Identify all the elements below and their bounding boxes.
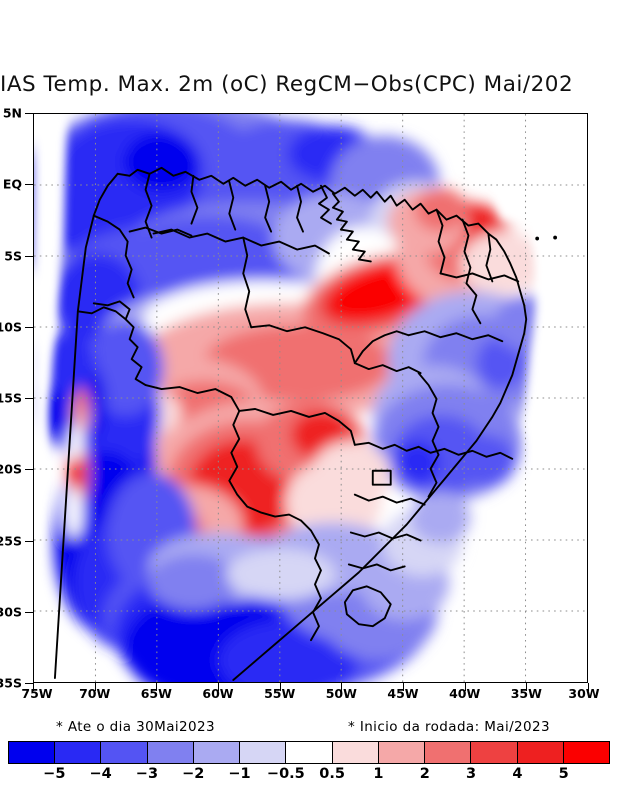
y-axis-label: 30S [0, 604, 22, 620]
x-axis-label: 30W [568, 686, 600, 701]
temperature-anomaly-field [34, 114, 587, 682]
colorbar-swatch [425, 742, 472, 763]
colorbar-swatch [240, 742, 287, 763]
y-axis-label: EQ [2, 176, 22, 192]
colorbar-tick-label: 4 [512, 766, 523, 782]
colorbar [8, 741, 610, 764]
map-plot-area [33, 113, 588, 683]
x-axis-label: 55W [264, 686, 296, 701]
colorbar-swatch [101, 742, 148, 763]
colorbar-tick-label: −3 [135, 766, 159, 782]
colorbar-tick-label: −0.5 [266, 766, 305, 782]
x-axis-label: 60W [202, 686, 234, 701]
y-axis-label: 5N [2, 105, 22, 121]
y-axis-label: 25S [0, 533, 22, 548]
colorbar-swatch [286, 742, 333, 763]
footnote-run-start: * Inicio da rodada: Mai/2023 [348, 719, 550, 735]
colorbar-tick-label: 5 [558, 766, 569, 782]
colorbar-tick-label: 1 [373, 766, 384, 782]
colorbar-swatch [471, 742, 518, 763]
footnote-data-through: * Ate o dia 30Mai2023 [56, 719, 215, 735]
colorbar-tick-label: −1 [228, 766, 251, 782]
y-axis-label: 10S [0, 319, 22, 335]
colorbar-swatch [517, 742, 564, 763]
x-axis-label: 65W [140, 686, 172, 701]
y-axis-label: 5S [4, 248, 22, 263]
colorbar-tick-label: −2 [182, 766, 205, 782]
colorbar-tick-label: 0.5 [319, 766, 345, 782]
colorbar-tick-label: −5 [43, 766, 66, 782]
x-axis-label: 40W [449, 686, 481, 701]
y-axis-label: 35S [0, 675, 22, 691]
colorbar-tick-label: 2 [419, 766, 430, 782]
x-axis-label: 75W [21, 686, 53, 701]
page-title: IAS Temp. Max. 2m (oC) RegCM−Obs(CPC) Ma… [0, 72, 574, 97]
colorbar-tick-label: −4 [89, 766, 112, 782]
colorbar-swatch [55, 742, 102, 763]
colorbar-swatch [378, 742, 426, 763]
x-axis-label: 35W [510, 686, 542, 701]
colorbar-swatch [193, 742, 241, 763]
colorbar-tick-label: 3 [466, 766, 477, 782]
colorbar-labels: −5 −4 −3 −2 −1 −0.5 0.5 1 2 3 4 5 [8, 766, 610, 786]
x-axis-label: 50W [325, 686, 357, 701]
y-axis-label: 20S [0, 461, 22, 477]
colorbar-swatch [9, 742, 56, 763]
colorbar-swatch [563, 742, 610, 763]
colorbar-swatch [147, 742, 194, 763]
x-axis-label: 70W [79, 686, 111, 701]
y-axis-label: 15S [0, 390, 22, 406]
colorbar-swatch [332, 742, 379, 763]
x-axis-label: 45W [387, 686, 419, 701]
